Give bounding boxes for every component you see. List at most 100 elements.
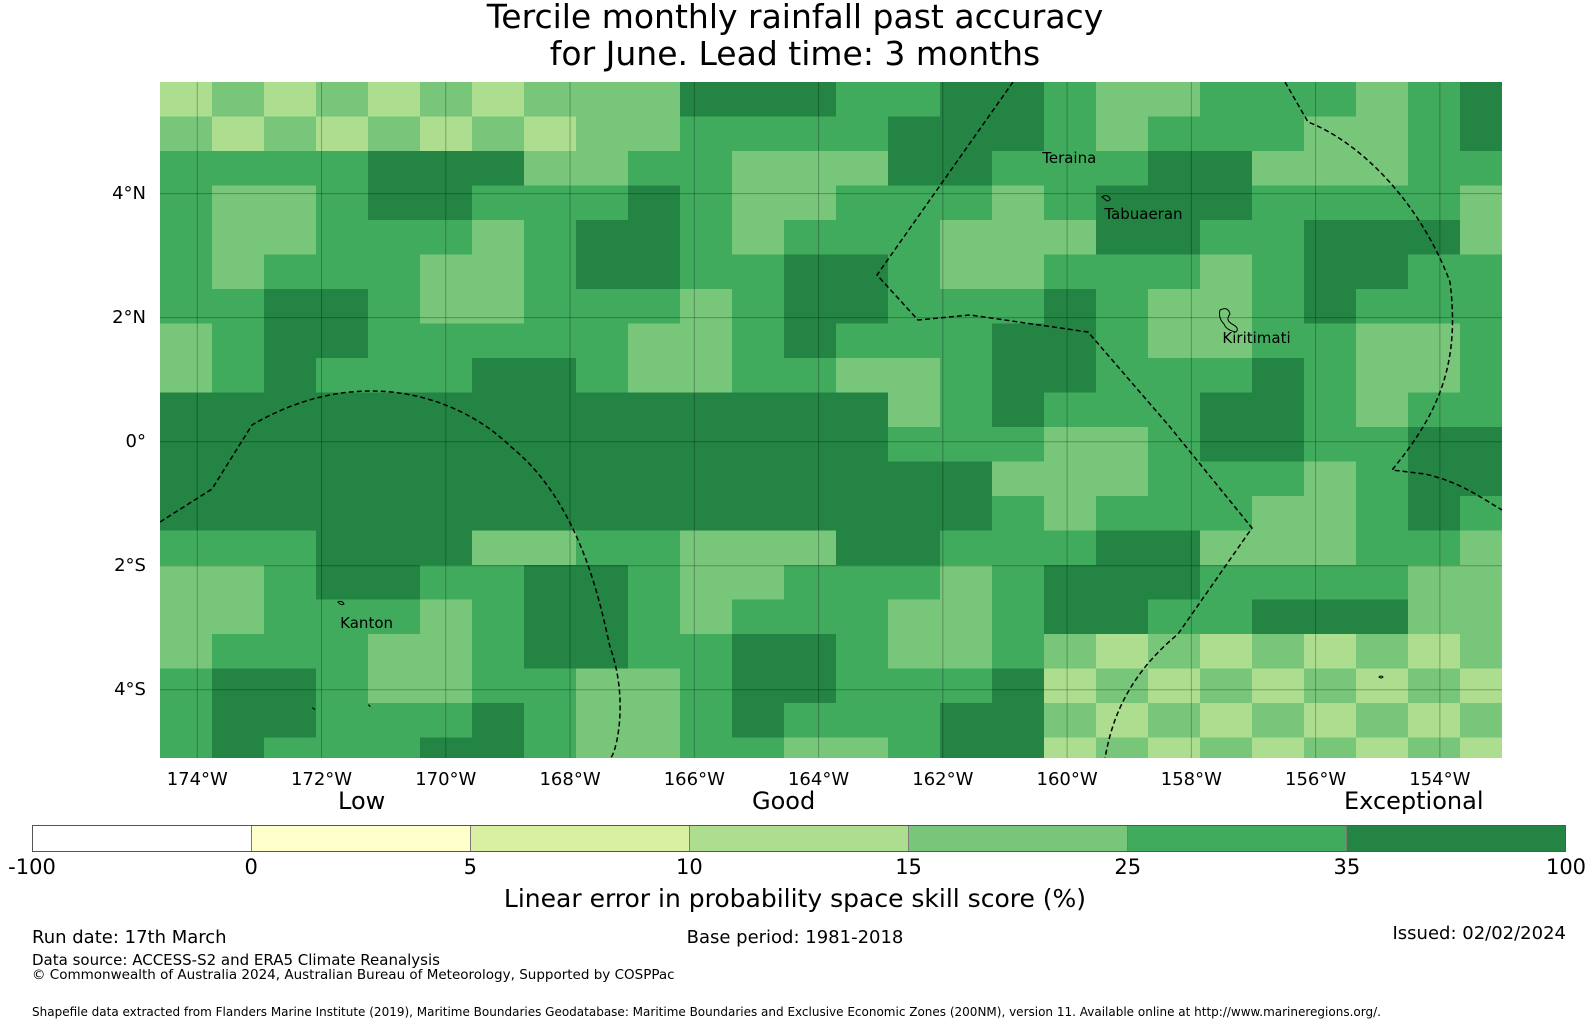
grid-cell (940, 634, 993, 669)
grid-cell (212, 496, 265, 531)
grid-cell (1252, 496, 1305, 531)
island-small-2 (311, 707, 316, 711)
grid-cell (628, 427, 681, 462)
grid-cell (1304, 220, 1357, 255)
grid-cell (472, 737, 525, 758)
grid-cell (1096, 185, 1149, 221)
grid-cell (1096, 703, 1149, 738)
grid-cell (576, 461, 629, 497)
grid-cell (940, 220, 993, 255)
eez-boundary-phoenix (160, 390, 621, 758)
grid-cell (1304, 116, 1357, 152)
grid-cell (160, 116, 213, 152)
issued-date: Issued: 02/02/2024 (1392, 923, 1566, 944)
grid-cell (1356, 185, 1409, 221)
longitude-label: 172°W (290, 769, 353, 790)
grid-cell (940, 392, 993, 428)
grid-cell (940, 82, 993, 117)
grid-cell (1252, 427, 1305, 462)
grid-cell (732, 703, 785, 738)
grid-cell (160, 392, 213, 428)
grid-cell (836, 599, 889, 635)
place-label-tabuaeran: Tabuaeran (1104, 205, 1183, 224)
grid-cell (160, 220, 213, 255)
grid-cell (368, 703, 421, 738)
grid-cell (628, 82, 681, 117)
grid-cell (1304, 358, 1357, 393)
grid-cell (1304, 737, 1357, 758)
longitude-label: 174°W (166, 769, 228, 790)
island-outlines (311, 195, 1384, 711)
grid-cell (1096, 289, 1149, 324)
grid-cell (1252, 82, 1305, 117)
grid-cell (316, 668, 369, 704)
grid-cell (732, 461, 785, 497)
grid-cell (1096, 323, 1149, 359)
grid-cell (940, 737, 993, 758)
grid-cell (940, 703, 993, 738)
grid-cell (992, 392, 1045, 428)
grid-cell (1356, 599, 1409, 635)
grid-cell (628, 151, 681, 186)
grid-cell (1356, 565, 1409, 600)
grid-cell (1356, 634, 1409, 669)
grid-cell (992, 565, 1045, 600)
island-kanton-outline (337, 600, 345, 606)
grid-cell (1252, 220, 1305, 255)
grid-cell (1460, 634, 1502, 669)
category-exceptional-label: Exceptional (1344, 787, 1484, 815)
grid-cell (368, 599, 421, 635)
grid-cell (992, 220, 1045, 255)
grid-cell (1460, 427, 1502, 462)
latitude-label: 0° (125, 430, 146, 452)
grid-cell (680, 737, 733, 758)
grid-cell (472, 634, 525, 669)
grid-cell (576, 496, 629, 531)
grid-cell (888, 254, 941, 290)
grid-cell (1304, 668, 1357, 704)
colorbar (32, 825, 1566, 852)
grid-cell (1356, 496, 1409, 531)
grid-cell (316, 323, 369, 359)
grid-cell (1096, 530, 1149, 566)
grid-cell (160, 737, 213, 758)
grid-cell (836, 254, 889, 290)
longitude-label: 154°W (1409, 769, 1471, 790)
grid-cell (1044, 496, 1097, 531)
grid-cell (1252, 634, 1305, 669)
grid-cell (1200, 461, 1253, 497)
grid-cell (784, 289, 837, 324)
grid-cell (160, 496, 213, 531)
colorbar-segment (33, 826, 252, 851)
grid-cell (316, 565, 369, 600)
grid-cell (940, 151, 993, 186)
grid-cell (940, 461, 993, 497)
grid-cell (1044, 185, 1097, 221)
grid-cell (472, 668, 525, 704)
grid-cell (1408, 254, 1461, 290)
grid-cell (316, 461, 369, 497)
grid-cell (368, 82, 421, 117)
grid-cell (732, 185, 785, 221)
grid-cell (1408, 82, 1461, 117)
grid-cell (888, 703, 941, 738)
colorbar-tick-label: 100 (1545, 855, 1587, 879)
grid-cell (836, 323, 889, 359)
grid-cell (212, 634, 265, 669)
grid-cell (1408, 530, 1461, 566)
grid-cell (264, 289, 317, 324)
grid-cell (992, 427, 1045, 462)
grid-cell (212, 427, 265, 462)
grid-cell (732, 392, 785, 428)
colorbar-segment (690, 826, 909, 851)
grid-cell (992, 289, 1045, 324)
grid-cell (1200, 151, 1253, 186)
grid-cell (576, 565, 629, 600)
grid-cell (1044, 427, 1097, 462)
base-period: Base period: 1981-2018 (686, 927, 904, 948)
grid-cell (836, 358, 889, 393)
grid-cell (1148, 82, 1201, 117)
grid-cell (524, 737, 577, 758)
grid-cell (628, 496, 681, 531)
grid-cell (420, 392, 473, 428)
